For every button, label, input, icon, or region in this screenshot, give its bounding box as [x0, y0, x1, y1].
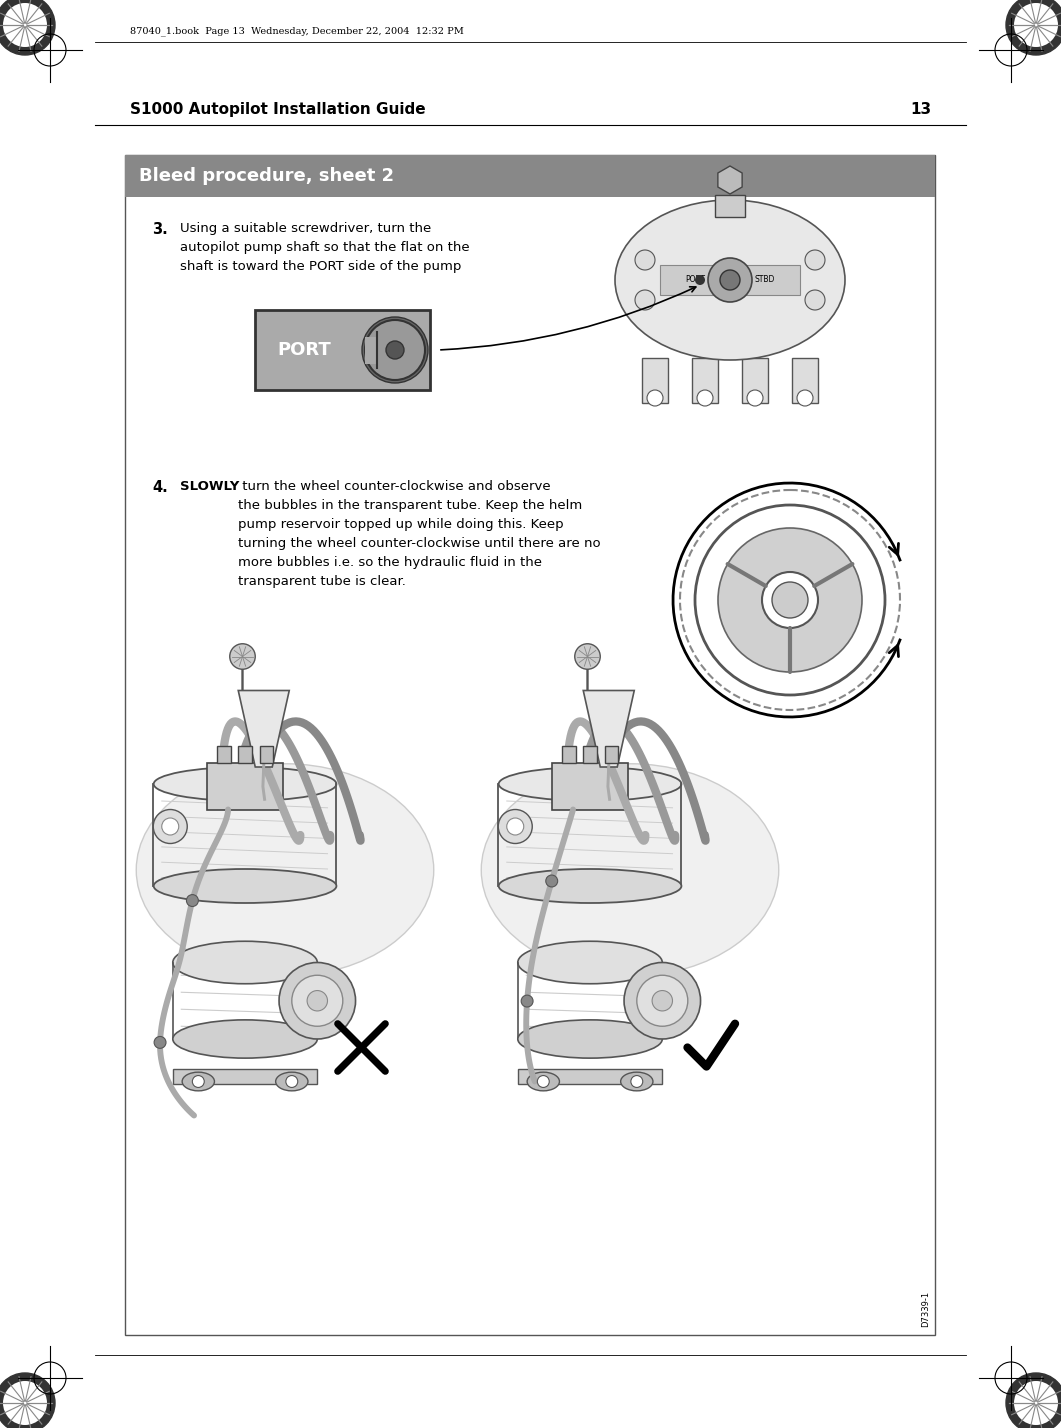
Ellipse shape: [621, 1072, 653, 1091]
Ellipse shape: [136, 764, 434, 977]
Circle shape: [1006, 1372, 1061, 1428]
Circle shape: [292, 975, 343, 1027]
Text: D7339-1: D7339-1: [921, 1291, 930, 1327]
Text: S1000 Autopilot Installation Guide: S1000 Autopilot Installation Guide: [131, 101, 425, 117]
Text: SLOWLY: SLOWLY: [180, 480, 240, 493]
Circle shape: [1014, 3, 1058, 47]
Circle shape: [695, 276, 705, 286]
Bar: [125, 156, 935, 1335]
Circle shape: [307, 991, 328, 1011]
Circle shape: [0, 0, 55, 56]
Circle shape: [161, 818, 178, 835]
Ellipse shape: [527, 1072, 559, 1091]
Circle shape: [386, 341, 404, 358]
Text: Using a suitable screwdriver, turn the
autopilot pump shaft so that the flat on : Using a suitable screwdriver, turn the a…: [180, 221, 470, 273]
Bar: [125, 156, 935, 197]
Circle shape: [797, 390, 813, 406]
Circle shape: [634, 290, 655, 310]
Text: 13: 13: [910, 101, 930, 117]
Circle shape: [720, 270, 740, 290]
Bar: [642, 358, 668, 403]
Circle shape: [637, 975, 688, 1027]
Circle shape: [697, 390, 713, 406]
Ellipse shape: [182, 1072, 214, 1091]
Circle shape: [762, 573, 818, 628]
Circle shape: [3, 1381, 47, 1425]
Bar: [518, 1068, 662, 1084]
Ellipse shape: [518, 941, 662, 984]
Circle shape: [230, 644, 256, 670]
Text: STBD: STBD: [754, 276, 776, 284]
Bar: [255, 310, 430, 390]
Ellipse shape: [499, 870, 681, 902]
Circle shape: [362, 317, 428, 383]
Circle shape: [187, 894, 198, 907]
Bar: [173, 1068, 317, 1084]
Circle shape: [805, 250, 825, 270]
Ellipse shape: [276, 1072, 308, 1091]
Circle shape: [708, 258, 752, 301]
Ellipse shape: [482, 764, 779, 977]
Bar: [552, 763, 628, 810]
Ellipse shape: [154, 870, 336, 902]
Bar: [792, 358, 818, 403]
Circle shape: [192, 1075, 205, 1088]
Text: PORT: PORT: [277, 341, 331, 358]
Circle shape: [279, 962, 355, 1040]
Circle shape: [747, 390, 763, 406]
Circle shape: [153, 810, 187, 844]
Bar: [562, 745, 576, 763]
Circle shape: [521, 995, 533, 1007]
Circle shape: [545, 875, 558, 887]
Polygon shape: [584, 691, 634, 767]
Bar: [260, 745, 273, 763]
Ellipse shape: [615, 200, 845, 360]
Bar: [239, 745, 251, 763]
Circle shape: [772, 583, 808, 618]
Circle shape: [653, 991, 673, 1011]
Polygon shape: [365, 337, 377, 364]
Bar: [742, 358, 768, 403]
Circle shape: [507, 818, 524, 835]
Circle shape: [805, 290, 825, 310]
Polygon shape: [718, 166, 742, 194]
Polygon shape: [239, 691, 290, 767]
Circle shape: [647, 390, 663, 406]
Circle shape: [624, 962, 700, 1040]
Circle shape: [718, 528, 862, 673]
Ellipse shape: [518, 1020, 662, 1058]
Text: 3.: 3.: [152, 221, 168, 237]
Bar: [692, 358, 718, 403]
Circle shape: [634, 250, 655, 270]
Circle shape: [3, 3, 47, 47]
Bar: [605, 745, 619, 763]
Bar: [584, 745, 597, 763]
Circle shape: [1014, 1381, 1058, 1425]
Text: 4.: 4.: [152, 480, 168, 496]
Ellipse shape: [173, 941, 317, 984]
Ellipse shape: [154, 767, 336, 801]
Bar: [218, 745, 230, 763]
Circle shape: [631, 1075, 643, 1088]
Ellipse shape: [173, 1020, 317, 1058]
Circle shape: [0, 1372, 55, 1428]
Circle shape: [365, 320, 425, 380]
Ellipse shape: [499, 767, 681, 801]
Circle shape: [575, 644, 601, 670]
Bar: [207, 763, 283, 810]
Circle shape: [285, 1075, 298, 1088]
Bar: [715, 196, 745, 217]
Text: 87040_1.book  Page 13  Wednesday, December 22, 2004  12:32 PM: 87040_1.book Page 13 Wednesday, December…: [131, 26, 464, 36]
Text: PORT: PORT: [685, 276, 705, 284]
Circle shape: [499, 810, 533, 844]
Text: turn the wheel counter-clockwise and observe
the bubbles in the transparent tube: turn the wheel counter-clockwise and obs…: [238, 480, 601, 588]
Text: Bleed procedure, sheet 2: Bleed procedure, sheet 2: [139, 167, 394, 186]
Circle shape: [1006, 0, 1061, 56]
Circle shape: [154, 1037, 166, 1048]
Bar: [660, 266, 800, 296]
Circle shape: [537, 1075, 550, 1088]
